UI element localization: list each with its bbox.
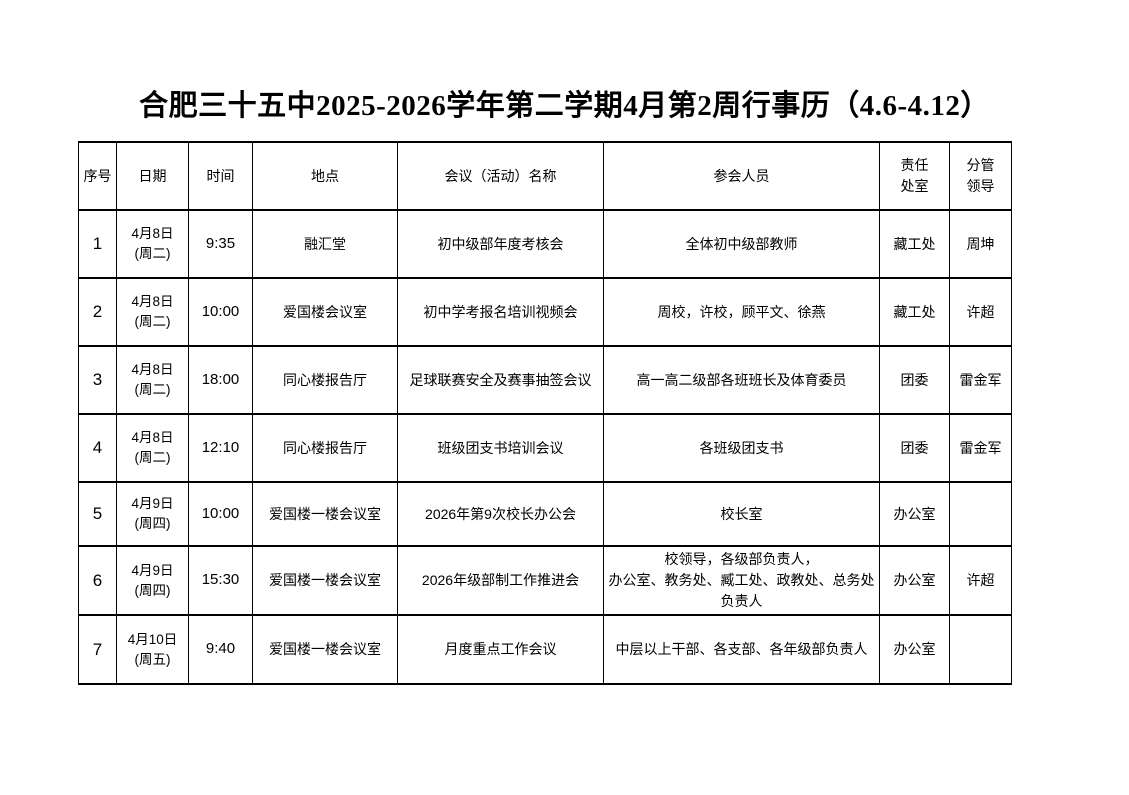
meeting-name-cell: 初中学考报名培训视频会 <box>397 277 604 347</box>
location-cell: 融汇堂 <box>252 209 398 279</box>
location-cell: 爱国楼一楼会议室 <box>252 614 398 685</box>
row-number-cell: 7 <box>78 614 117 685</box>
row-number-cell: 1 <box>78 209 117 279</box>
table-row: 3 4月8日 (周二) 18:00 同心楼报告厅 足球联赛安全及赛事抽签会议 高… <box>78 345 1012 415</box>
leader-cell: 许超 <box>949 545 1012 616</box>
header-label: 参会人员 <box>713 167 770 184</box>
weekday-text: (周二) <box>134 314 171 329</box>
date-cell: 4月8日 (周二) <box>116 209 189 279</box>
office-cell: 团委 <box>879 413 950 483</box>
location-cell: 爱国楼一楼会议室 <box>252 481 398 547</box>
date-cell: 4月8日 (周二) <box>116 277 189 347</box>
weekday-text: (周四) <box>134 582 171 598</box>
location-cell: 爱国楼一楼会议室 <box>252 545 398 616</box>
date-cell: 4月9日 (周四) <box>116 545 189 616</box>
schedule-table: 序号 日期 时间 地点 会议（活动）名称 参会人员 责任处室 分管领导 1 4月… <box>78 141 1012 685</box>
date-text: 4月9日 <box>131 562 174 578</box>
header-cell-participants: 参会人员 <box>603 141 880 211</box>
time-cell: 12:10 <box>188 413 253 483</box>
office-cell: 团委 <box>879 345 950 415</box>
table-row: 6 4月9日 (周四) 15:30 爱国楼一楼会议室 2026年级部制工作推进会… <box>78 545 1012 616</box>
header-label: 责任处室 <box>900 157 929 194</box>
header-cell-office: 责任处室 <box>879 141 950 211</box>
schedule-table-body: 1 4月8日 (周二) 9:35 融汇堂 初中级部年度考核会 全体初中级部教师 … <box>78 209 1012 685</box>
participants-cell: 校长室 <box>603 481 880 547</box>
header-label: 日期 <box>138 167 167 184</box>
header-cell-leader: 分管领导 <box>949 141 1012 211</box>
office-cell: 藏工处 <box>879 209 950 279</box>
header-label: 会议（活动）名称 <box>444 167 557 184</box>
leader-cell: 雷金军 <box>949 345 1012 415</box>
table-row: 4 4月8日 (周二) 12:10 同心楼报告厅 班级团支书培训会议 各班级团支… <box>78 413 1012 483</box>
office-cell: 办公室 <box>879 481 950 547</box>
header-cell-time: 时间 <box>188 141 253 211</box>
participants-cell: 全体初中级部教师 <box>603 209 880 279</box>
table-row: 2 4月8日 (周二) 10:00 爱国楼会议室 初中学考报名培训视频会 周校，… <box>78 277 1012 347</box>
leader-cell: 许超 <box>949 277 1012 347</box>
date-text: 4月8日 <box>131 226 174 242</box>
meeting-name-cell: 足球联赛安全及赛事抽签会议 <box>397 345 604 415</box>
weekday-text: (周四) <box>134 516 171 531</box>
weekday-text: (周五) <box>134 651 171 667</box>
row-number-cell: 5 <box>78 481 117 547</box>
date-text: 4月10日 <box>127 631 178 647</box>
date-text: 4月8日 <box>131 430 174 446</box>
meeting-name-cell: 2026年级部制工作推进会 <box>397 545 604 616</box>
row-number-cell: 6 <box>78 545 117 616</box>
meeting-name-cell: 2026年第9次校长办公会 <box>397 481 604 547</box>
participants-cell: 中层以上干部、各支部、各年级部负责人 <box>603 614 880 685</box>
time-cell: 9:35 <box>188 209 253 279</box>
header-cell-date: 日期 <box>116 141 189 211</box>
header-cell-meeting: 会议（活动）名称 <box>397 141 604 211</box>
header-label: 序号 <box>83 167 112 184</box>
time-cell: 9:40 <box>188 614 253 685</box>
header-label: 地点 <box>311 167 339 184</box>
page-title: 合肥三十五中2025-2026学年第二学期4月第2周行事历（4.6-4.12） <box>139 90 990 122</box>
row-number-cell: 2 <box>78 277 117 347</box>
time-cell: 10:00 <box>188 277 253 347</box>
participants-cell: 高一高二级部各班班长及体育委员 <box>603 345 880 415</box>
leader-cell <box>949 481 1012 547</box>
header-cell-location: 地点 <box>252 141 398 211</box>
schedule-table-header: 序号 日期 时间 地点 会议（活动）名称 参会人员 责任处室 分管领导 <box>78 141 1012 211</box>
meeting-name-cell: 班级团支书培训会议 <box>397 413 604 483</box>
participants-cell: 校领导，各级部负责人， 办公室、教务处、臧工处、政教处、总务处负责人 <box>603 545 880 616</box>
participants-cell: 周校，许校，顾平文、徐燕 <box>603 277 880 347</box>
office-cell: 办公室 <box>879 545 950 616</box>
weekday-text: (周二) <box>134 382 171 397</box>
date-cell: 4月8日 (周二) <box>116 413 189 483</box>
date-cell: 4月10日 (周五) <box>116 614 189 685</box>
leader-cell: 雷金军 <box>949 413 1012 483</box>
weekday-text: (周二) <box>134 246 171 261</box>
location-cell: 同心楼报告厅 <box>252 345 398 415</box>
header-row: 序号 日期 时间 地点 会议（活动）名称 参会人员 责任处室 分管领导 <box>78 141 1012 211</box>
time-cell: 18:00 <box>188 345 253 415</box>
header-label: 分管领导 <box>966 157 995 194</box>
table-row: 5 4月9日 (周四) 10:00 爱国楼一楼会议室 2026年第9次校长办公会… <box>78 481 1012 547</box>
row-number-cell: 3 <box>78 345 117 415</box>
location-cell: 同心楼报告厅 <box>252 413 398 483</box>
location-cell: 爱国楼会议室 <box>252 277 398 347</box>
date-text: 4月8日 <box>131 294 174 310</box>
header-cell-no: 序号 <box>78 141 117 211</box>
participants-cell: 各班级团支书 <box>603 413 880 483</box>
header-label: 时间 <box>206 167 235 184</box>
leader-cell: 周坤 <box>949 209 1012 279</box>
meeting-name-cell: 月度重点工作会议 <box>397 614 604 685</box>
date-text: 4月8日 <box>131 362 174 378</box>
table-row: 7 4月10日 (周五) 9:40 爱国楼一楼会议室 月度重点工作会议 中层以上… <box>78 614 1012 685</box>
row-number-cell: 4 <box>78 413 117 483</box>
meeting-name-cell: 初中级部年度考核会 <box>397 209 604 279</box>
time-cell: 15:30 <box>188 545 253 616</box>
date-cell: 4月9日 (周四) <box>116 481 189 547</box>
weekday-text: (周二) <box>134 450 171 465</box>
date-text: 4月9日 <box>131 496 174 512</box>
table-row: 1 4月8日 (周二) 9:35 融汇堂 初中级部年度考核会 全体初中级部教师 … <box>78 209 1012 279</box>
time-cell: 10:00 <box>188 481 253 547</box>
office-cell: 办公室 <box>879 614 950 685</box>
office-cell: 藏工处 <box>879 277 950 347</box>
leader-cell <box>949 614 1012 685</box>
date-cell: 4月8日 (周二) <box>116 345 189 415</box>
